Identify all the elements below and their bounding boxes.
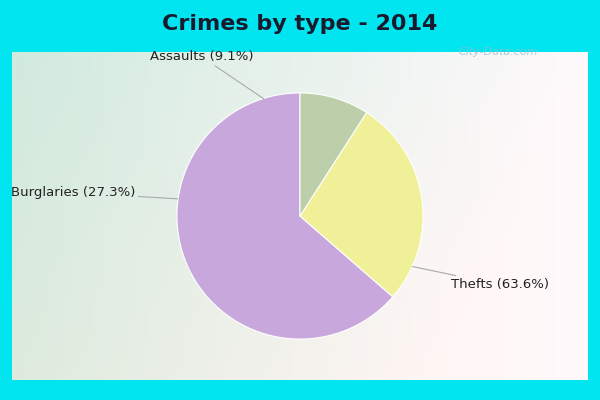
Wedge shape: [300, 112, 423, 297]
Wedge shape: [177, 93, 393, 339]
Text: City-Data.com: City-Data.com: [458, 47, 538, 57]
Text: Assaults (9.1%): Assaults (9.1%): [149, 50, 263, 99]
Wedge shape: [300, 93, 367, 216]
Text: Burglaries (27.3%): Burglaries (27.3%): [11, 186, 178, 199]
Text: Thefts (63.6%): Thefts (63.6%): [412, 266, 549, 291]
Text: Crimes by type - 2014: Crimes by type - 2014: [163, 14, 437, 34]
